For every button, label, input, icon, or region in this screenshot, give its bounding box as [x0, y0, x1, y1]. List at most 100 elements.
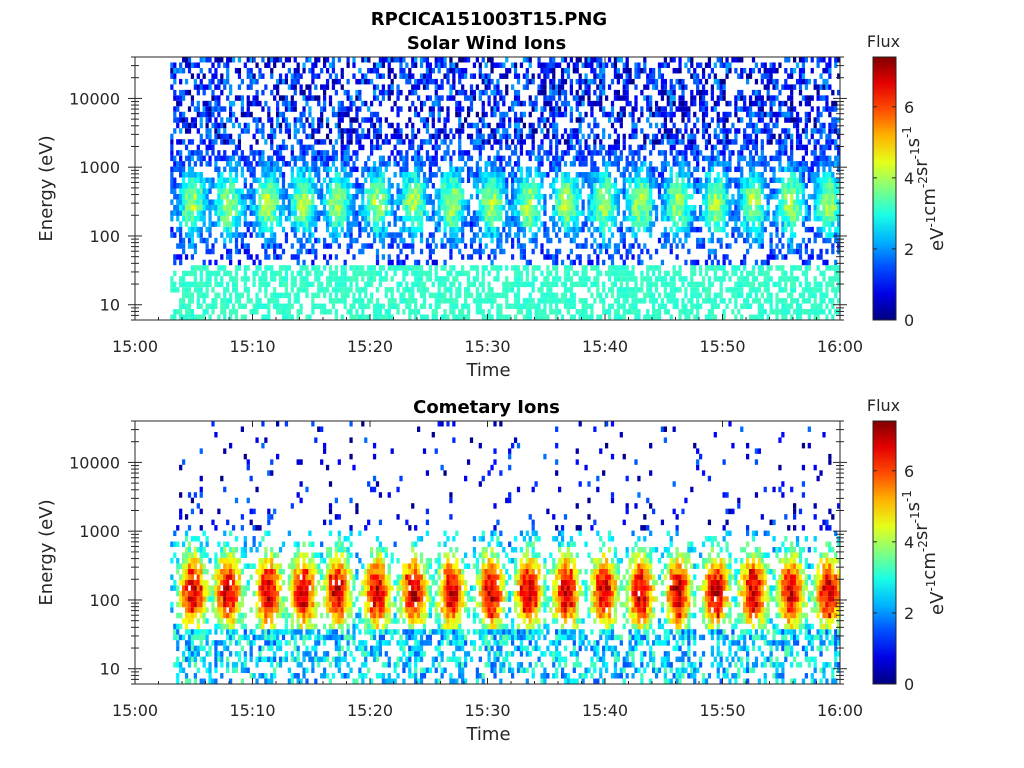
flux-cell	[646, 73, 650, 79]
flux-cell	[273, 150, 277, 156]
flux-cell	[525, 309, 529, 315]
flux-cell	[270, 166, 274, 173]
flux-cell	[437, 100, 441, 107]
flux-cell	[693, 188, 697, 194]
flux-cell	[384, 314, 388, 320]
flux-cell	[593, 281, 597, 288]
flux-cell	[205, 281, 209, 288]
flux-cell	[560, 259, 565, 266]
flux-cell	[434, 276, 438, 282]
flux-cell	[455, 89, 459, 96]
flux-cell	[458, 172, 462, 178]
flux-cell	[566, 139, 571, 145]
flux-cell	[675, 303, 679, 310]
flux-cell	[226, 226, 230, 233]
flux-cell	[411, 232, 415, 238]
flux-cell	[384, 161, 388, 167]
flux-cell	[255, 309, 259, 315]
flux-cell	[663, 193, 667, 200]
flux-cell	[214, 95, 218, 101]
flux-cell	[375, 254, 380, 260]
flux-cell	[208, 111, 212, 118]
flux-cell	[408, 215, 412, 222]
flux-cell	[522, 122, 526, 129]
flux-cell	[337, 183, 341, 189]
flux-cell	[217, 95, 221, 101]
flux-cell	[628, 270, 632, 277]
flux-cell	[276, 166, 280, 173]
flux-cell	[508, 215, 512, 222]
flux-cell	[572, 204, 576, 211]
flux-cell	[293, 276, 297, 282]
flux-cell	[190, 199, 195, 205]
flux-cell	[320, 117, 324, 123]
flux-cell	[431, 133, 435, 140]
flux-cell	[290, 166, 294, 173]
flux-cell	[593, 188, 597, 194]
flux-cell	[358, 122, 362, 129]
flux-cell	[337, 204, 341, 211]
flux-cell	[493, 84, 497, 90]
flux-cell	[628, 226, 632, 233]
flux-cell	[393, 237, 397, 244]
flux-cell	[669, 243, 673, 249]
flux-cell	[255, 139, 259, 145]
flux-cell	[308, 84, 312, 90]
flux-cell	[464, 221, 468, 227]
flux-cell	[563, 106, 568, 112]
flux-cell	[484, 62, 488, 68]
flux-cell	[469, 122, 474, 129]
flux-cell	[622, 265, 626, 271]
flux-cell	[187, 166, 192, 173]
flux-cell	[408, 287, 412, 293]
flux-cell	[637, 67, 641, 74]
flux-cell	[558, 78, 562, 85]
flux-cell	[519, 204, 524, 211]
flux-cell	[349, 232, 353, 238]
flux-cell	[537, 287, 541, 293]
flux-cell	[261, 172, 265, 178]
flux-cell	[234, 265, 239, 271]
flux-cell	[496, 172, 500, 178]
flux-cell	[513, 133, 518, 140]
flux-cell	[305, 84, 309, 90]
flux-cell	[202, 281, 206, 288]
flux-cell	[190, 73, 195, 79]
flux-cell	[308, 248, 312, 255]
flux-cell	[387, 298, 391, 304]
flux-cell	[652, 139, 656, 145]
flux-cell	[596, 243, 600, 249]
flux-cell	[443, 62, 447, 68]
flux-cell	[434, 57, 438, 63]
flux-cell	[619, 106, 623, 112]
flux-cell	[264, 248, 268, 255]
flux-cell	[173, 78, 177, 85]
flux-cell	[499, 265, 503, 271]
flux-cell	[449, 172, 453, 178]
flux-cell	[325, 172, 330, 178]
flux-cell	[281, 226, 286, 233]
flux-cell	[481, 270, 485, 277]
flux-cell	[490, 177, 494, 184]
flux-cell	[352, 215, 356, 222]
flux-cell	[657, 188, 662, 194]
flux-cell	[487, 139, 491, 145]
flux-cell	[628, 144, 632, 151]
flux-cell	[461, 150, 465, 156]
flux-cell	[693, 111, 697, 118]
flux-cell	[361, 133, 365, 140]
flux-cell	[179, 62, 183, 68]
flux-cell	[496, 166, 500, 173]
flux-cell	[534, 95, 538, 101]
flux-cell	[419, 117, 424, 123]
flux-cell	[370, 204, 374, 211]
flux-cell	[320, 183, 324, 189]
flux-cell	[487, 155, 491, 162]
flux-cell	[546, 265, 550, 271]
flux-cell	[649, 276, 653, 282]
flux-cell	[419, 281, 424, 288]
flux-cell	[484, 78, 488, 85]
flux-cell	[519, 172, 524, 178]
flux-cell	[190, 281, 195, 288]
flux-cell	[607, 204, 612, 211]
